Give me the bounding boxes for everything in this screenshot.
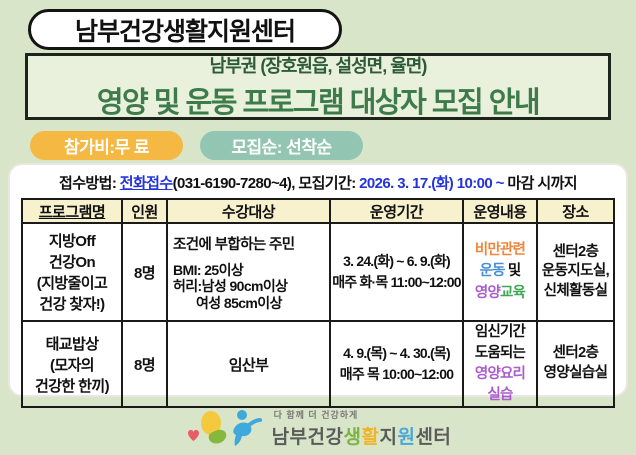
cell-content: 비만관련 운동 및 영양교육 [462,222,538,322]
region-subtitle: 남부권 (장호원읍, 설성면, 율면) [209,56,428,76]
col-header-content: 운영내용 [462,198,538,224]
reg-phone-number: (031-6190-7280~4), [172,175,299,192]
reg-deadline: 마감 시까지 [503,175,577,192]
cell-capacity: 8명 [121,222,168,322]
content-and: 및 [504,263,521,280]
center-logo-icon [187,410,262,446]
footer-tagline: 다 함께 더 건강하게 [273,409,359,420]
table-header-row: 프로그램명 인원 수강대상 운영기간 운영내용 장소 [21,198,615,224]
col-header-capacity: 인원 [121,198,168,224]
program-table: 프로그램명 인원 수강대상 운영기간 운영내용 장소 지방Off 건강On (지… [21,198,615,409]
reg-period-label: 모집기간: [298,175,360,192]
footer-name-part: 생 [343,426,362,448]
target-intro: 조건에 부합하는 주민 [173,237,295,254]
footer-logo-block: 다 함께 더 건강하게 남부건강생활지원센터 [0,405,636,451]
cell-location: 센터2층 운동지도실, 신체활동실 [536,222,615,322]
content-exercise: 운동 [479,263,506,280]
cell-content: 임신기간 도움되는 영양요리 실습 [462,319,538,409]
cell-period: 4. 9.(목) ~ 4. 30.(목) 매주 목 10:00~12:00 [329,319,464,409]
content-cooking-practice: 영양요리 실습 [474,366,526,404]
content-pregnancy-help: 임신기간 도움되는 [474,324,526,362]
target-detail: BMI: 25이상 허리:남성 90cm이상 여성 85cm이상 [173,262,288,311]
badge-row: 참가비:무 료 모집순: 선착순 [30,131,363,160]
cell-target: 조건에 부합하는 주민 BMI: 25이상 허리:남성 90cm이상 여성 85… [166,222,331,322]
center-name: 남부건강생활지원센터 [74,17,296,46]
footer-name-part: 지 [379,426,398,448]
cell-program: 태교밥상 (모자의 건강한 한끼) [21,319,123,409]
footer-name-part: 남부건강 [271,426,344,448]
registration-info: 접수방법: 전화접수(031-6190-7280~4), 모집기간: 2026.… [10,172,626,193]
col-header-program: 프로그램명 [21,198,123,224]
info-panel: 접수방법: 전화접수(031-6190-7280~4), 모집기간: 2026.… [8,163,628,409]
footer-center-name: 남부건강생활지원센터 [272,422,452,449]
table-row: 지방Off 건강On (지방줄이고 건강 찾자!) 8명 조건에 부합하는 주민… [21,222,615,322]
reg-method-label: 접수방법: [59,175,120,192]
recruit-badge: 모집순: 선착순 [200,131,363,160]
reg-period-value: 2026. 3. 17.(화) 10:00 ~ [359,175,504,192]
footer-text: 다 함께 더 건강하게 남부건강생활지원센터 [272,408,452,449]
center-name-pill: 남부건강생활지원센터 [28,9,342,50]
col-header-location: 장소 [536,198,615,224]
col-header-target: 수강대상 [166,198,331,224]
cell-program: 지방Off 건강On (지방줄이고 건강 찾자!) [21,222,123,322]
content-nutrition: 영양 [474,284,501,301]
footer-name-part: 활 [361,426,380,448]
content-obesity: 비만관련 [474,242,526,259]
footer-name-part: 원 [397,426,416,448]
fee-badge: 참가비:무 료 [30,131,183,160]
cell-capacity: 8명 [121,319,168,409]
content-education: 교육 [500,284,526,301]
table-row: 태교밥상 (모자의 건강한 한끼) 8명 임산부 4. 9.(목) ~ 4. 3… [21,319,615,409]
phone-registration-text: 전화접수 [119,175,173,192]
cell-period: 3. 24.(화) ~ 6. 9.(화) 매주 화·목 11:00~12:00 [329,222,464,322]
cell-location: 센터2층 영양실습실 [536,319,615,409]
cell-target: 임산부 [166,319,331,409]
footer-name-part: 센터 [415,426,452,448]
page-title: 영양 및 운동 프로그램 대상자 모집 안내 [96,87,541,119]
col-header-period: 운영기간 [329,198,464,224]
title-box: 남부권 (장호원읍, 설성면, 율면) 영양 및 운동 프로그램 대상자 모집 … [25,53,611,120]
